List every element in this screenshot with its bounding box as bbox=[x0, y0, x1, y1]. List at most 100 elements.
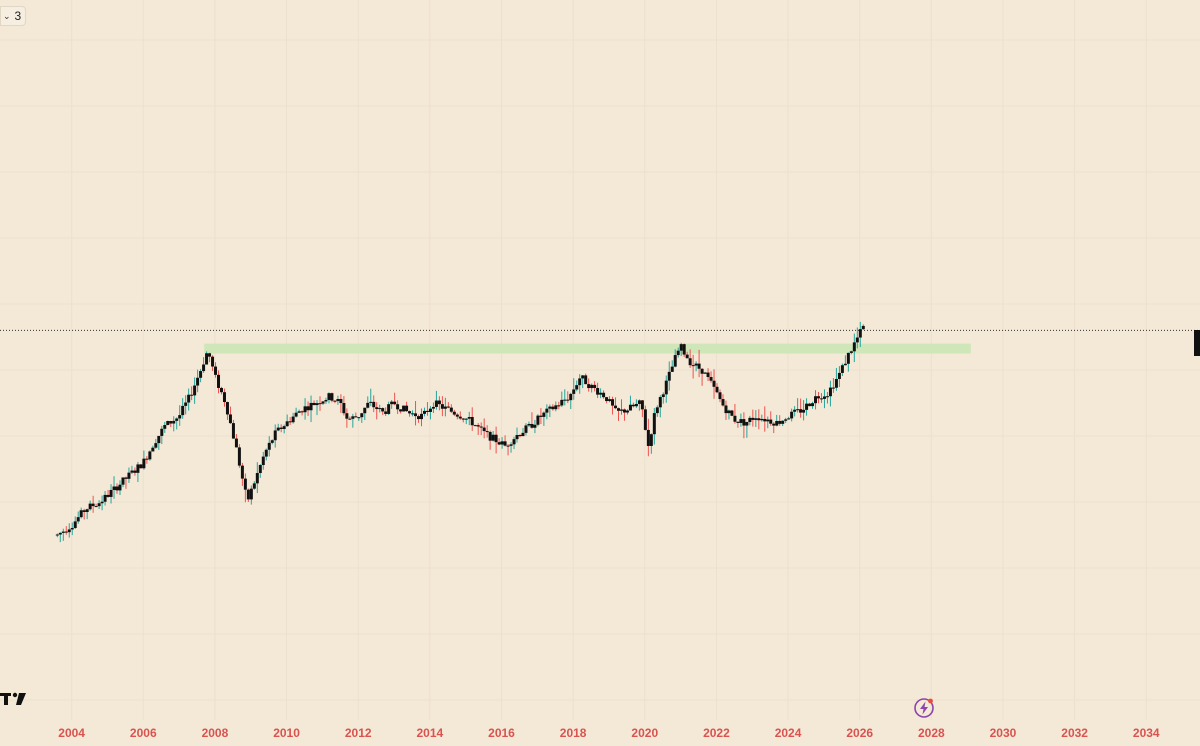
lightning-bolt-icon[interactable] bbox=[913, 697, 935, 719]
candle-body bbox=[811, 403, 815, 407]
candle-body bbox=[279, 427, 283, 429]
candle bbox=[751, 409, 755, 427]
candle bbox=[384, 407, 388, 416]
candle bbox=[724, 400, 728, 420]
x-tick-label: 2014 bbox=[416, 726, 443, 740]
candle bbox=[145, 456, 149, 464]
candle-body bbox=[554, 405, 558, 410]
candle-body bbox=[834, 378, 838, 388]
candle bbox=[667, 361, 671, 391]
candle-body bbox=[109, 489, 113, 497]
candle-body bbox=[548, 406, 552, 409]
candle-body bbox=[312, 402, 316, 406]
candle-body bbox=[348, 418, 352, 420]
candle bbox=[339, 394, 343, 413]
candle bbox=[694, 361, 698, 372]
candle-body bbox=[246, 489, 250, 500]
candle-body bbox=[566, 399, 570, 401]
candle bbox=[855, 327, 859, 349]
time-axis[interactable]: 2004 2006 2008 2010 2012 2014 2016 2018 2020 2022… bbox=[58, 726, 1160, 740]
candle-body bbox=[619, 409, 623, 411]
candle-body bbox=[611, 399, 615, 406]
candle bbox=[279, 424, 283, 433]
candle-body bbox=[417, 416, 421, 420]
candle bbox=[378, 404, 382, 413]
candle bbox=[306, 401, 310, 416]
tradingview-logo-icon[interactable] bbox=[0, 690, 30, 711]
candle bbox=[387, 401, 391, 415]
candle bbox=[264, 448, 268, 461]
candle bbox=[452, 409, 456, 416]
candle bbox=[76, 511, 80, 524]
candle-body bbox=[685, 354, 689, 359]
candle bbox=[425, 402, 429, 416]
candle bbox=[646, 418, 650, 457]
candle bbox=[249, 485, 253, 505]
candle-body bbox=[142, 458, 146, 469]
candle-body bbox=[237, 447, 241, 466]
candle-body bbox=[634, 403, 638, 407]
candle-body bbox=[243, 478, 247, 490]
candle bbox=[622, 408, 626, 421]
candle-body bbox=[593, 384, 597, 389]
candle bbox=[581, 374, 585, 389]
candle-body bbox=[539, 415, 543, 417]
candle bbox=[575, 380, 579, 392]
candle-body bbox=[151, 447, 155, 452]
candle bbox=[449, 404, 453, 414]
candle bbox=[476, 423, 480, 435]
candle-body bbox=[467, 417, 471, 419]
candle-body bbox=[709, 377, 713, 381]
candle bbox=[688, 349, 692, 368]
interval-selector[interactable]: ⌄ 3 bbox=[0, 6, 26, 26]
candle bbox=[739, 413, 743, 427]
candle-body bbox=[437, 400, 441, 405]
candle bbox=[700, 368, 704, 386]
candle bbox=[706, 368, 710, 382]
candle-body bbox=[599, 392, 603, 395]
candle-body bbox=[530, 423, 534, 428]
candle bbox=[157, 435, 161, 450]
candle-body bbox=[581, 375, 585, 379]
candle bbox=[61, 528, 65, 541]
candle bbox=[342, 396, 346, 416]
candle-body bbox=[536, 415, 540, 425]
candle bbox=[73, 516, 77, 529]
candle bbox=[551, 404, 555, 411]
candle bbox=[721, 394, 725, 407]
candle-body bbox=[506, 445, 510, 447]
candle-body bbox=[449, 407, 453, 412]
grid-lines bbox=[0, 0, 1200, 720]
candle-body bbox=[819, 398, 823, 400]
candle bbox=[414, 401, 418, 426]
candle-body bbox=[473, 425, 477, 427]
candle bbox=[345, 408, 349, 428]
candle bbox=[121, 477, 125, 488]
candle-body bbox=[458, 416, 462, 419]
candle-body bbox=[234, 438, 238, 448]
candle bbox=[673, 349, 677, 368]
candle-body bbox=[440, 404, 444, 409]
candle-body bbox=[491, 434, 495, 441]
candle-body bbox=[366, 402, 370, 408]
candle-body bbox=[670, 366, 674, 372]
candle-body bbox=[214, 366, 218, 375]
candle-body bbox=[703, 372, 707, 374]
candle-body bbox=[527, 423, 531, 426]
candle-body bbox=[408, 411, 412, 414]
candle bbox=[100, 495, 104, 511]
candle bbox=[142, 450, 146, 470]
candle-body bbox=[145, 458, 149, 460]
candle-body bbox=[372, 401, 376, 408]
candle bbox=[775, 414, 779, 427]
candle-body bbox=[769, 419, 773, 424]
candle-body bbox=[333, 400, 337, 402]
candle-body bbox=[414, 413, 418, 417]
candle-body bbox=[485, 431, 489, 433]
candle bbox=[178, 405, 182, 426]
candle bbox=[852, 333, 856, 363]
candle bbox=[772, 422, 776, 434]
resistance-zone[interactable] bbox=[204, 343, 971, 354]
